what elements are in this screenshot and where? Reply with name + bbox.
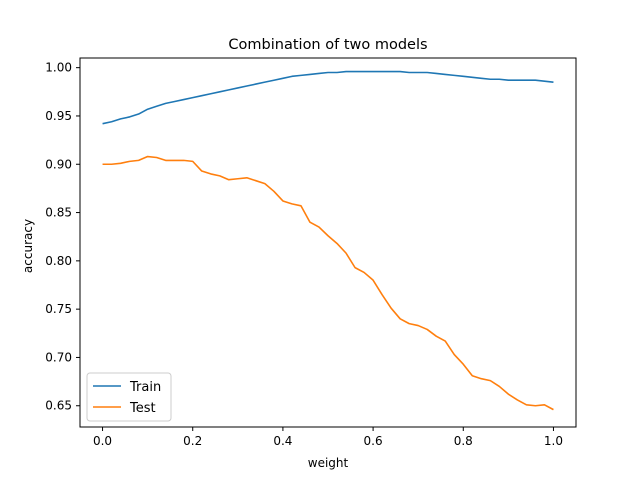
y-tick-label: 1.00 — [45, 61, 72, 75]
legend: Train Test — [86, 372, 172, 422]
plot-area: 0.0 0.2 0.4 0.6 0.8 1.0 0.65 0.70 0.75 0.80 0.85 0.… — [45, 57, 577, 448]
plot-frame — [79, 57, 577, 428]
y-tick-label: 0.75 — [45, 302, 72, 316]
x-tick-label: 0.8 — [454, 434, 473, 448]
legend-box — [86, 372, 172, 422]
y-axis-label: accuracy — [21, 219, 35, 273]
x-axis-label: weight — [308, 456, 349, 470]
x-tick-label: 1.0 — [544, 434, 563, 448]
legend-label-train: Train — [129, 380, 161, 395]
x-tick-label: 0.0 — [93, 434, 112, 448]
y-tick-label: 0.85 — [45, 206, 72, 220]
series-line-train — [102, 70, 554, 125]
x-tick-label: 0.4 — [273, 434, 292, 448]
y-tick-label: 0.70 — [45, 350, 72, 364]
legend-label-test: Test — [129, 401, 156, 416]
y-tick-label: 0.90 — [45, 157, 72, 171]
y-tick-label: 0.65 — [45, 399, 72, 413]
y-tick-label: 0.95 — [45, 109, 72, 123]
series-line-test — [102, 155, 554, 411]
x-tick-label: 0.6 — [364, 434, 383, 448]
y-tick-label: 0.80 — [45, 254, 72, 268]
x-tick-label: 0.2 — [183, 434, 202, 448]
chart-title: Combination of two models — [228, 37, 427, 53]
